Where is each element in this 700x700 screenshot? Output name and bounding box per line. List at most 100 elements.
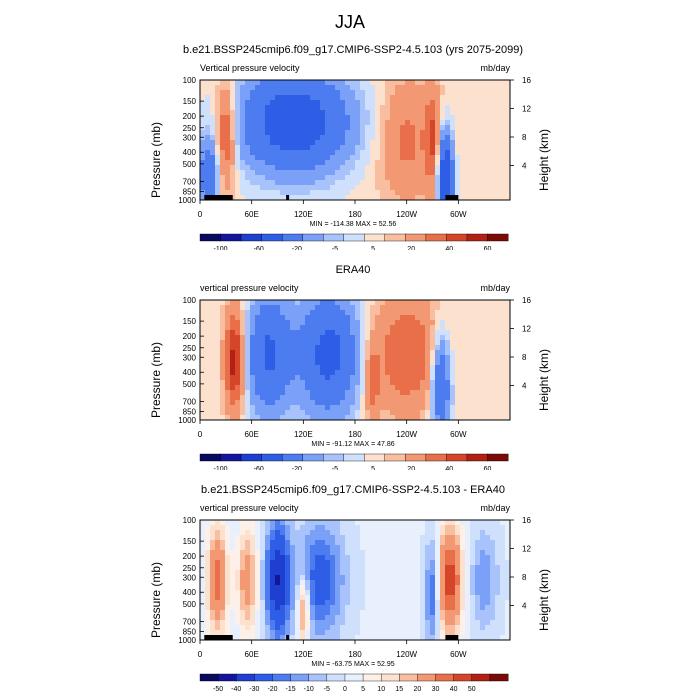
contour-cell xyxy=(310,560,316,566)
contour-cell xyxy=(385,130,391,136)
contour-cell xyxy=(280,380,286,386)
contour-cell xyxy=(470,635,476,641)
contour-cell xyxy=(325,310,331,316)
contour-cell xyxy=(215,390,221,396)
contour-cell xyxy=(395,635,401,641)
contour-cell xyxy=(310,390,316,396)
contour-cell xyxy=(310,160,316,166)
contour-cell xyxy=(270,400,276,406)
contour-cell xyxy=(370,620,376,626)
contour-cell xyxy=(420,150,426,156)
contour-cell xyxy=(455,185,461,191)
contour-cell xyxy=(440,190,446,196)
contour-cell xyxy=(330,635,336,641)
contour-cell xyxy=(225,155,231,161)
contour-cell xyxy=(390,315,396,321)
contour-cell xyxy=(470,595,476,601)
contour-cell xyxy=(490,575,496,581)
contour-cell xyxy=(330,390,336,396)
contour-cell xyxy=(200,390,206,396)
contour-cell xyxy=(475,165,481,171)
contour-cell xyxy=(250,330,256,336)
contour-cell xyxy=(450,90,456,96)
contour-cell xyxy=(310,555,316,561)
contour-cell xyxy=(440,545,446,551)
contour-cell xyxy=(450,545,456,551)
contour-cell xyxy=(370,340,376,346)
contour-cell xyxy=(355,95,361,101)
contour-cell xyxy=(260,405,266,411)
contour-cell xyxy=(330,155,336,161)
contour-cell xyxy=(440,315,446,321)
contour-cell xyxy=(450,340,456,346)
contour-cell xyxy=(425,345,431,351)
contour-cell xyxy=(280,415,286,421)
contour-cell xyxy=(320,375,326,381)
contour-cell xyxy=(255,405,261,411)
contour-cell xyxy=(350,360,356,366)
contour-cell xyxy=(205,610,211,616)
contour-cell xyxy=(280,545,286,551)
contour-cell xyxy=(250,395,256,401)
colorbar-swatch xyxy=(380,673,400,682)
contour-cell xyxy=(350,80,356,86)
contour-cell xyxy=(330,325,336,331)
contour-cell xyxy=(335,90,341,96)
contour-cell xyxy=(370,335,376,341)
contour-cell xyxy=(460,555,466,561)
contour-cell xyxy=(300,575,306,581)
contour-cell xyxy=(395,195,401,201)
contour-cell xyxy=(260,90,266,96)
contour-cell xyxy=(420,355,426,361)
contour-cell xyxy=(360,320,366,326)
contour-cell xyxy=(480,325,486,331)
contour-cell xyxy=(395,535,401,541)
contour-cell xyxy=(440,625,446,631)
contour-cell xyxy=(405,355,411,361)
contour-cell xyxy=(375,600,381,606)
contour-cell xyxy=(405,565,411,571)
contour-cell xyxy=(315,610,321,616)
contour-cell xyxy=(340,310,346,316)
contour-cell xyxy=(445,535,451,541)
contour-cell xyxy=(235,345,241,351)
contour-cell xyxy=(315,140,321,146)
contour-cell xyxy=(440,555,446,561)
contour-cell xyxy=(245,415,251,421)
contour-cell xyxy=(325,80,331,86)
contour-cell xyxy=(400,570,406,576)
contour-cell xyxy=(445,400,451,406)
contour-cell xyxy=(325,540,331,546)
contour-cell xyxy=(490,635,496,641)
contour-cell xyxy=(270,80,276,86)
contour-cell xyxy=(435,170,441,176)
contour-cell xyxy=(460,580,466,586)
contour-cell xyxy=(405,165,411,171)
contour-cell xyxy=(360,605,366,611)
contour-cell xyxy=(380,345,386,351)
contour-cell xyxy=(225,525,231,531)
contour-cell xyxy=(310,175,316,181)
contour-cell xyxy=(375,115,381,121)
contour-cell xyxy=(390,85,396,91)
contour-cell xyxy=(225,605,231,611)
contour-cell xyxy=(275,375,281,381)
contour-cell xyxy=(500,380,506,386)
contour-cell xyxy=(500,610,506,616)
contour-cell xyxy=(360,345,366,351)
contour-cell xyxy=(440,90,446,96)
contour-cell xyxy=(245,365,251,371)
contour-cell xyxy=(505,130,511,136)
contour-cell xyxy=(475,395,481,401)
contour-cell xyxy=(420,375,426,381)
contour-cell xyxy=(495,80,501,86)
contour-cell xyxy=(335,305,341,311)
contour-cell xyxy=(360,615,366,621)
contour-cell xyxy=(420,370,426,376)
contour-cell xyxy=(365,595,371,601)
contour-cell xyxy=(285,160,291,166)
contour-cell xyxy=(425,605,431,611)
contour-cell xyxy=(330,610,336,616)
contour-cell xyxy=(410,365,416,371)
contour-cell xyxy=(440,85,446,91)
